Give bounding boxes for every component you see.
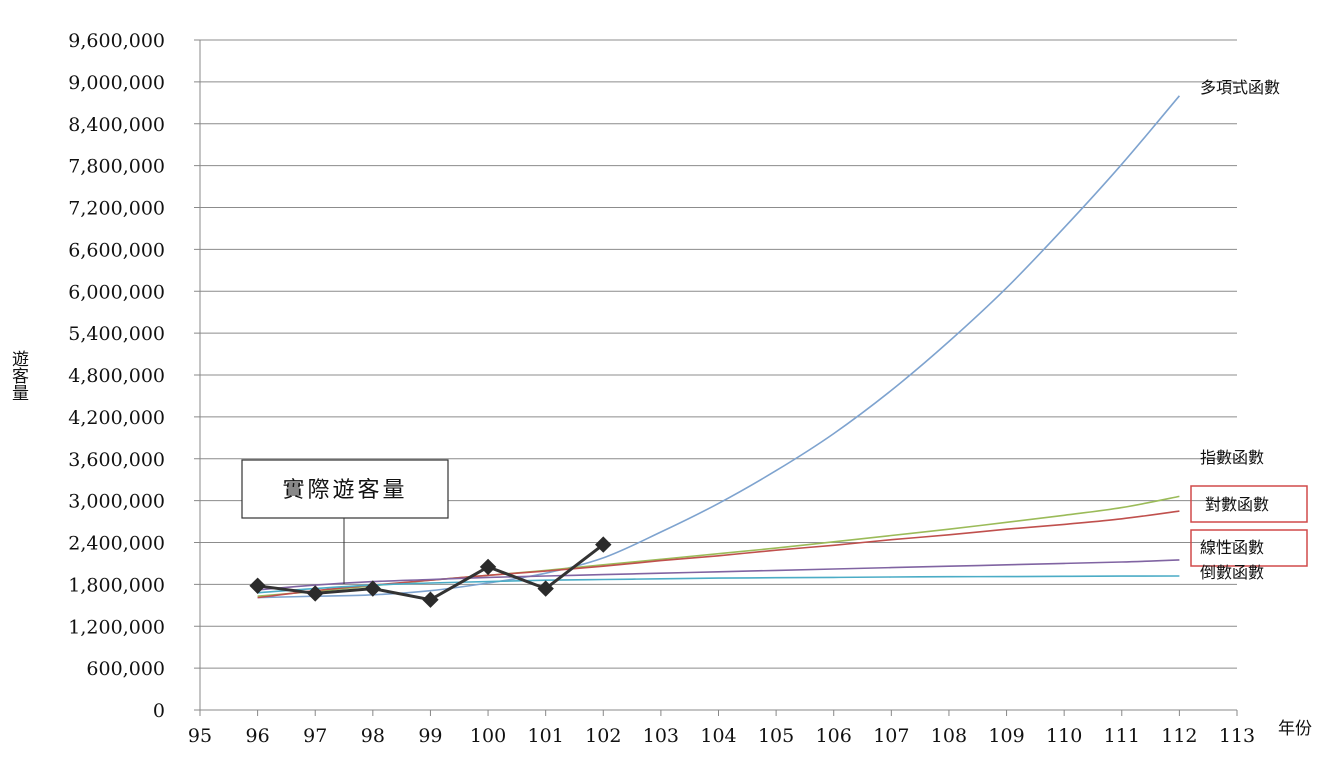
x-tick-label: 96: [246, 725, 270, 747]
x-tick-label: 110: [1046, 725, 1082, 747]
x-tick-label: 103: [643, 725, 679, 747]
actual-visitors-point: [249, 577, 266, 594]
y-tick-label: 1,800,000: [68, 574, 165, 596]
y-tick-label: 9,600,000: [68, 30, 165, 52]
y-axis-title-text: 遊客量: [8, 350, 29, 401]
x-tick-label: 98: [361, 725, 385, 747]
x-tick-label: 112: [1161, 725, 1197, 747]
series-lines: [257, 95, 1181, 599]
actual-visitors-point: [595, 536, 612, 553]
label-reciprocal: 倒數函數: [1200, 563, 1264, 582]
actual-visitors-series: [249, 536, 612, 608]
x-tick-label: 113: [1219, 725, 1255, 747]
actual-visitors-point: [364, 580, 382, 597]
series-logarithmic: [257, 510, 1180, 599]
series-labels: 多項式函數 指數函數 對數函數 線性函數 倒數函數: [1190, 78, 1308, 582]
x-tick-label: 108: [931, 725, 967, 747]
actual-visitors-point: [479, 558, 497, 576]
y-tick-label: 9,000,000: [68, 72, 165, 94]
y-tick-label: 4,200,000: [68, 407, 165, 429]
x-axis-title: 年份: [1278, 719, 1312, 739]
y-tick-label: 7,800,000: [68, 156, 165, 178]
label-polynomial: 多項式函數: [1200, 78, 1280, 97]
gridlines: [194, 39, 1238, 716]
x-tick-label: 104: [700, 725, 736, 747]
x-tick-label: 111: [1104, 725, 1140, 747]
y-tick-label: 6,000,000: [68, 281, 165, 303]
axes: [199, 40, 1237, 711]
label-box-linear: [1190, 529, 1308, 567]
y-tick-label: 0: [153, 700, 165, 722]
actual-visitors-callout: 實際遊客量: [241, 459, 449, 584]
label-box-logarithmic: [1190, 485, 1308, 523]
x-tick-label: 107: [873, 725, 909, 747]
x-tick-label: 100: [470, 725, 506, 747]
y-tick-label: 600,000: [86, 658, 165, 680]
y-tick-label: 4,800,000: [68, 365, 165, 387]
actual-visitors-point: [422, 591, 439, 608]
callout-box: [241, 459, 449, 519]
label-logarithmic: 對數函數: [1205, 495, 1269, 514]
y-tick-label: 7,200,000: [68, 198, 165, 220]
y-tick-label: 5,400,000: [68, 323, 165, 345]
x-tick-label: 106: [816, 725, 852, 747]
y-tick-label: 1,200,000: [68, 616, 165, 638]
x-tick-label: 99: [418, 725, 442, 747]
x-tick-label: 109: [988, 725, 1024, 747]
x-tick-label: 105: [758, 725, 794, 747]
series-polynomial: [257, 95, 1181, 599]
actual-visitors-point: [537, 580, 554, 597]
y-tick-label: 8,400,000: [68, 114, 165, 136]
x-tick-labels: 95 96 97 98 99 100 101 102 103 104 105 106 107 108 109…: [188, 725, 1255, 747]
y-tick-label: 3,600,000: [68, 449, 165, 471]
x-tick-label: 95: [188, 725, 212, 747]
label-exponential: 指數函數: [1200, 448, 1264, 467]
y-tick-label: 2,400,000: [68, 533, 165, 555]
series-linear: [257, 559, 1180, 591]
x-tick-label: 101: [528, 725, 564, 747]
y-tick-labels: 0 600,000 1,200,000 1,800,000 2,400,000 3,000…: [68, 30, 165, 722]
x-tick-label: 97: [303, 725, 327, 747]
y-axis-title: 遊客量: [8, 350, 29, 401]
x-tick-label: 102: [585, 725, 621, 747]
callout-label: 實際遊客量: [282, 478, 407, 503]
label-linear: 線性函數: [1200, 538, 1264, 557]
y-tick-label: 6,600,000: [68, 239, 165, 261]
series-reciprocal: [257, 575, 1180, 594]
y-tick-label: 3,000,000: [68, 491, 165, 513]
actual-visitors-point: [307, 585, 324, 602]
